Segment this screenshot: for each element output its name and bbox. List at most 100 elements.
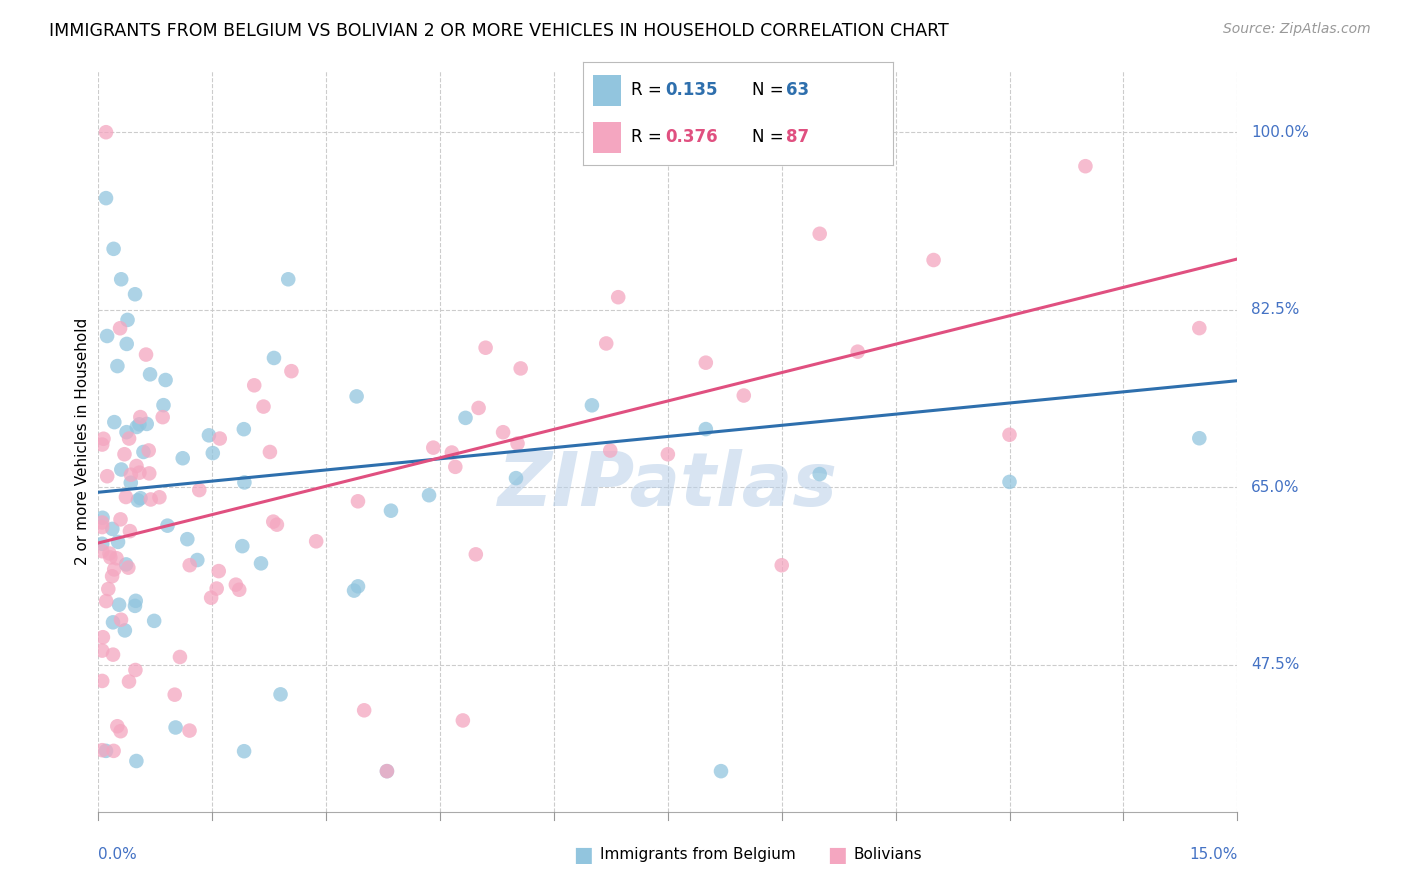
Point [91,510,114,524]
Bar [593,122,620,153]
Point [138,443,160,458]
Point [280,364,302,378]
Point [305,534,328,549]
Point [103,744,125,758]
Point [225,577,247,591]
Point [262,515,284,529]
Point [786,125,808,139]
Point [770,558,793,573]
Point [91,537,114,551]
Point [233,744,256,758]
Point [103,415,125,429]
Point [200,591,222,605]
Point [808,467,831,481]
Point [101,615,124,630]
Point [208,564,231,578]
Point [103,242,125,256]
Point [422,441,444,455]
Point [135,417,157,431]
Point [125,754,148,768]
Point [346,389,368,403]
Text: 0.0%: 0.0% [98,847,138,863]
Text: 63: 63 [786,80,810,99]
Text: 87: 87 [786,128,810,145]
Point [380,504,402,518]
Point [108,321,131,335]
Point [259,445,281,459]
Text: ZIPatlas: ZIPatlas [498,450,838,523]
Point [270,687,292,701]
Point [110,462,132,476]
Text: R =: R = [631,128,668,145]
Point [1074,159,1097,173]
Point [165,721,187,735]
Point [252,400,274,414]
Point [232,422,254,436]
Point [198,428,221,442]
Point [444,459,467,474]
Point [96,329,118,343]
Point [599,443,621,458]
Point [733,388,755,402]
Text: Bolivians: Bolivians [853,847,922,862]
Point [98,547,121,561]
Point [454,410,477,425]
Point [347,494,370,508]
Point [107,534,129,549]
Point [115,337,138,351]
Point [922,253,945,268]
Point [375,764,398,779]
Point [91,437,114,451]
Text: Immigrants from Belgium: Immigrants from Belgium [600,847,796,862]
Point [127,493,149,508]
Point [179,723,201,738]
Point [710,764,733,779]
Point [129,491,152,506]
Point [124,599,146,613]
Point [657,447,679,461]
Text: IMMIGRANTS FROM BELGIUM VS BOLIVIAN 2 OR MORE VEHICLES IN HOUSEHOLD CORRELATION : IMMIGRANTS FROM BELGIUM VS BOLIVIAN 2 OR… [49,22,949,40]
Point [250,557,273,571]
Point [120,475,142,490]
Point [118,432,141,446]
Point [96,469,118,483]
Point [169,650,191,665]
Text: N =: N = [752,128,789,145]
Point [347,579,370,593]
Point [101,569,124,583]
Point [243,378,266,392]
Point [375,764,398,779]
Point [1188,321,1211,335]
Point [103,562,125,576]
Point [998,427,1021,442]
Point [94,125,117,139]
Point [163,688,186,702]
Point [440,445,463,459]
Point [110,272,132,286]
Point [129,410,152,425]
Y-axis label: 2 or more Vehicles in Household: 2 or more Vehicles in Household [75,318,90,566]
Point [115,425,138,439]
Point [695,356,717,370]
Point [1188,431,1211,445]
Point [125,594,148,608]
Point [94,594,117,608]
Point [105,719,128,733]
Point [124,663,146,677]
Point [91,743,114,757]
Point [128,466,150,480]
Point [132,445,155,459]
Point [581,398,603,412]
Point [143,614,166,628]
Text: R =: R = [631,80,668,99]
Point [91,520,114,534]
Point [125,458,148,473]
Point [172,451,194,466]
Text: ■: ■ [827,845,846,864]
Point [156,518,179,533]
Point [115,490,138,504]
Point [464,547,486,561]
Point [108,598,131,612]
Point [451,714,474,728]
Point [91,643,114,657]
